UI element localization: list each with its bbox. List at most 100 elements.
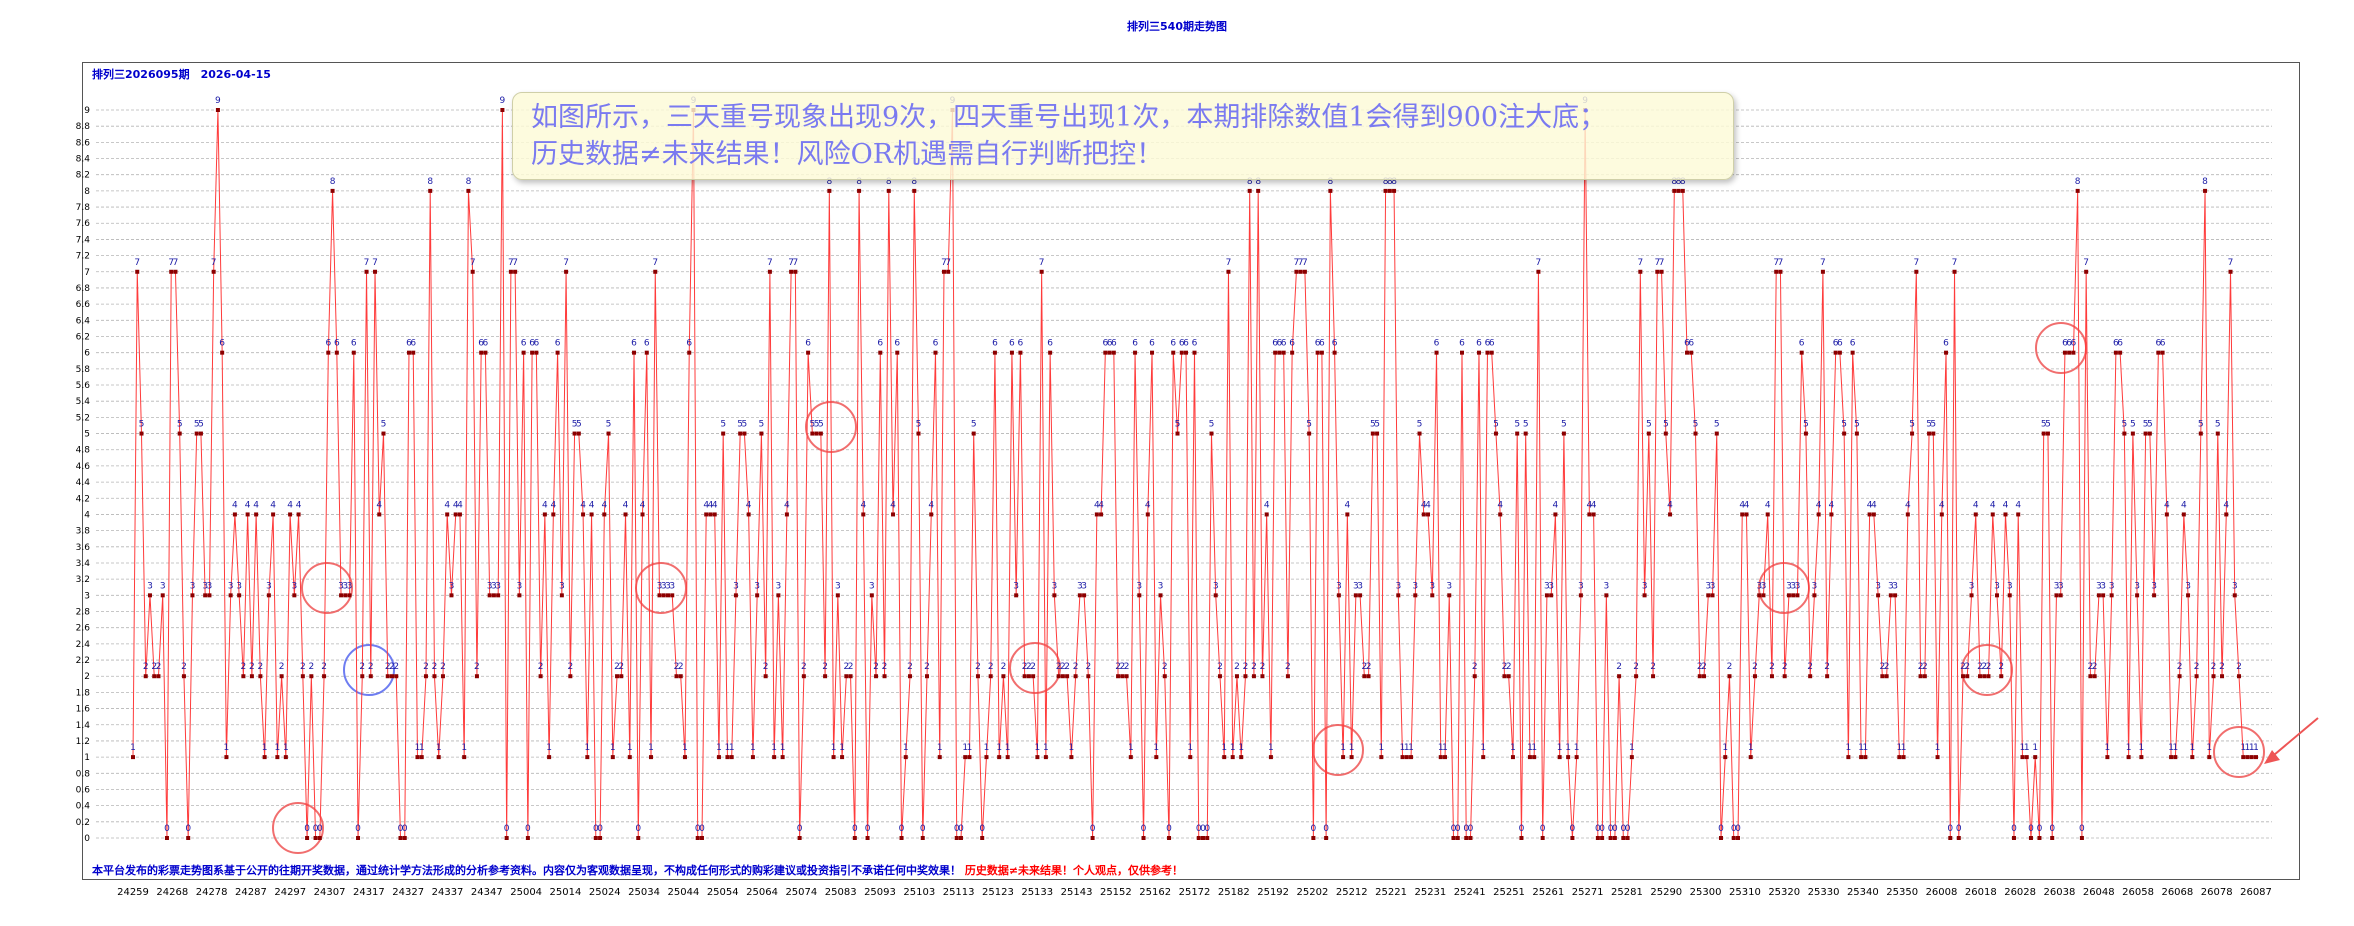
data-label: 6 xyxy=(1332,339,1338,349)
data-point xyxy=(2062,350,2067,355)
data-point xyxy=(1022,674,1027,679)
data-label: 0 xyxy=(1599,824,1605,834)
data-label: 1 xyxy=(750,743,756,753)
data-label: 2 xyxy=(1251,662,1257,672)
data-label: 3 xyxy=(338,581,344,591)
data-label: 6 xyxy=(1009,339,1015,349)
data-point xyxy=(1939,512,1944,517)
x-tick-label: 25271 xyxy=(1572,887,1604,898)
data-point xyxy=(2245,755,2250,760)
x-tick-label: 25014 xyxy=(550,887,582,898)
data-point xyxy=(1820,269,1825,274)
data-point xyxy=(831,755,836,760)
data-point xyxy=(1009,350,1014,355)
data-label: 3 xyxy=(661,581,667,591)
data-point xyxy=(1073,674,1078,679)
data-label: 1 xyxy=(1187,743,1193,753)
data-point xyxy=(1392,188,1397,193)
data-label: 2 xyxy=(1115,662,1121,672)
data-point xyxy=(1918,674,1923,679)
data-label: 3 xyxy=(1875,581,1881,591)
data-label: 5 xyxy=(1306,420,1312,430)
x-tick-label: 26008 xyxy=(1926,887,1958,898)
data-point xyxy=(589,512,594,517)
data-point xyxy=(1506,674,1511,679)
data-label: 3 xyxy=(2058,581,2064,591)
data-point xyxy=(288,512,293,517)
grid-lines xyxy=(96,109,2272,839)
data-point xyxy=(1731,836,1736,840)
data-label: 4 xyxy=(232,500,238,510)
data-label: 3 xyxy=(1578,581,1584,591)
data-point xyxy=(755,593,760,598)
data-point xyxy=(470,269,475,274)
data-label: 1 xyxy=(1935,743,1941,753)
data-label: 4 xyxy=(860,500,866,510)
data-label: 6 xyxy=(1149,339,1155,349)
data-label: 0 xyxy=(2028,824,2034,834)
data-label: 1 xyxy=(1238,743,1244,753)
data-label: 4 xyxy=(2181,500,2187,510)
data-point xyxy=(283,755,288,760)
data-label: 2 xyxy=(1697,662,1703,672)
data-label: 4 xyxy=(1739,500,1745,510)
data-label: 0 xyxy=(1519,824,1525,834)
x-tick-label: 25113 xyxy=(943,887,975,898)
data-point xyxy=(1005,755,1010,760)
data-label: 2 xyxy=(763,662,769,672)
data-label: 2 xyxy=(1782,662,1788,672)
data-label: 8 xyxy=(1391,177,1397,187)
data-point xyxy=(1294,269,1299,274)
data-point xyxy=(457,512,462,517)
data-label: 4 xyxy=(1867,500,1873,510)
data-point xyxy=(1791,593,1796,598)
data-point xyxy=(2054,593,2059,598)
data-label: 7 xyxy=(767,258,773,268)
data-label: 7 xyxy=(168,258,174,268)
data-label: 7 xyxy=(134,258,140,268)
data-point xyxy=(572,431,577,436)
data-point xyxy=(1421,512,1426,517)
data-point xyxy=(1077,593,1082,598)
data-point xyxy=(2003,512,2008,517)
data-label: 3 xyxy=(1158,581,1164,591)
data-point xyxy=(1837,350,1842,355)
data-point xyxy=(1247,188,1252,193)
data-label: 2 xyxy=(1502,662,1508,672)
data-label: 0 xyxy=(2011,824,2017,834)
data-point xyxy=(1200,836,1205,840)
data-point xyxy=(661,593,666,598)
data-point xyxy=(640,512,645,517)
data-point xyxy=(360,674,365,679)
data-label: 3 xyxy=(487,581,493,591)
data-label: 6 xyxy=(1850,339,1856,349)
data-point xyxy=(1099,512,1104,517)
data-label: 8 xyxy=(1671,177,1677,187)
data-label: 5 xyxy=(1926,420,1932,430)
highlight-circle xyxy=(301,562,353,614)
data-point xyxy=(1778,269,1783,274)
data-label: 8 xyxy=(1247,177,1253,187)
data-label: 6 xyxy=(1289,339,1295,349)
x-tick-label: 26048 xyxy=(2083,887,2115,898)
data-label: 0 xyxy=(1731,824,1737,834)
data-point xyxy=(1290,350,1295,355)
data-point xyxy=(1574,755,1579,760)
data-point xyxy=(1744,512,1749,517)
data-point xyxy=(564,269,569,274)
data-point xyxy=(1090,836,1095,840)
data-label: 1 xyxy=(1378,743,1384,753)
highlight-circle xyxy=(1961,644,2013,696)
data-label: 7 xyxy=(945,258,951,268)
data-point xyxy=(984,755,989,760)
data-point xyxy=(538,674,543,679)
data-label: 6 xyxy=(1281,339,1287,349)
data-label: 2 xyxy=(368,662,374,672)
x-tick-label: 25064 xyxy=(746,887,778,898)
data-label: 2 xyxy=(1026,662,1032,672)
data-point xyxy=(390,674,395,679)
data-point xyxy=(598,836,603,840)
data-label: 2 xyxy=(249,662,255,672)
data-point xyxy=(2164,512,2169,517)
data-point xyxy=(891,512,896,517)
